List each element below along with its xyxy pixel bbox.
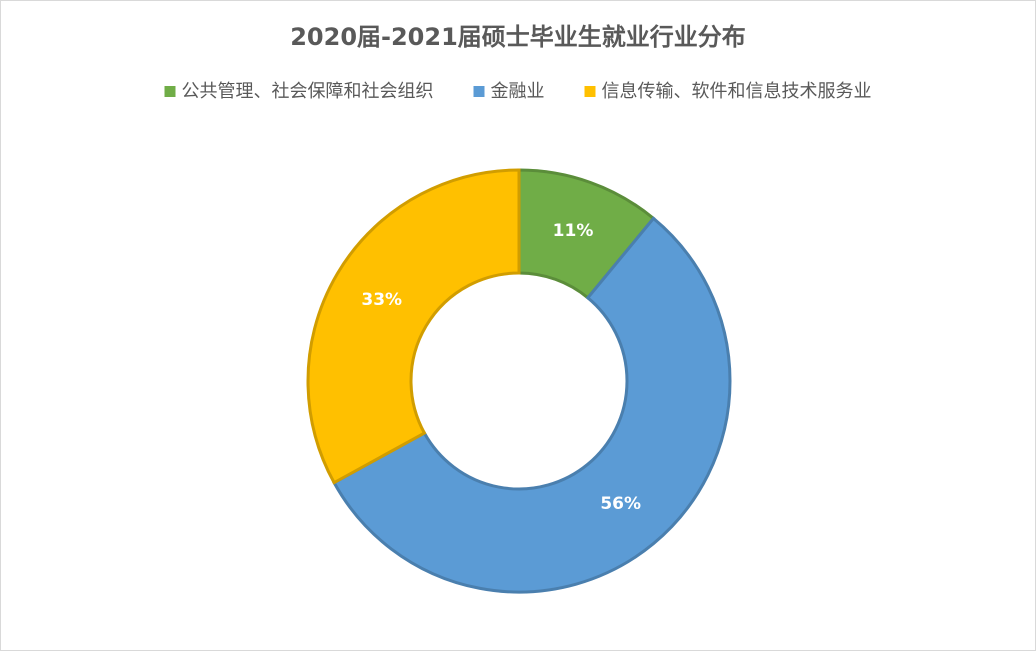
legend-label: 金融业 xyxy=(491,81,545,102)
legend-swatch xyxy=(473,86,485,97)
slice-border xyxy=(306,168,521,485)
legend-swatch xyxy=(584,86,596,97)
data-label: 33% xyxy=(361,290,402,310)
data-label: 56% xyxy=(600,494,641,514)
slice-border xyxy=(332,216,732,594)
plot-area: 11% 56% 33% xyxy=(306,168,732,594)
legend-label: 公共管理、社会保障和社会组织 xyxy=(182,81,434,102)
donut-slice xyxy=(332,216,732,594)
legend: 公共管理、社会保障和社会组织 金融业 信息传输、软件和信息技术服务业 xyxy=(164,81,872,102)
legend-swatch xyxy=(164,86,176,97)
data-label: 11% xyxy=(553,221,594,241)
donut-slice xyxy=(306,168,521,485)
legend-label: 信息传输、软件和信息技术服务业 xyxy=(602,81,872,102)
chart-title: 2020届-2021届硕士毕业生就业行业分布 xyxy=(290,23,746,51)
